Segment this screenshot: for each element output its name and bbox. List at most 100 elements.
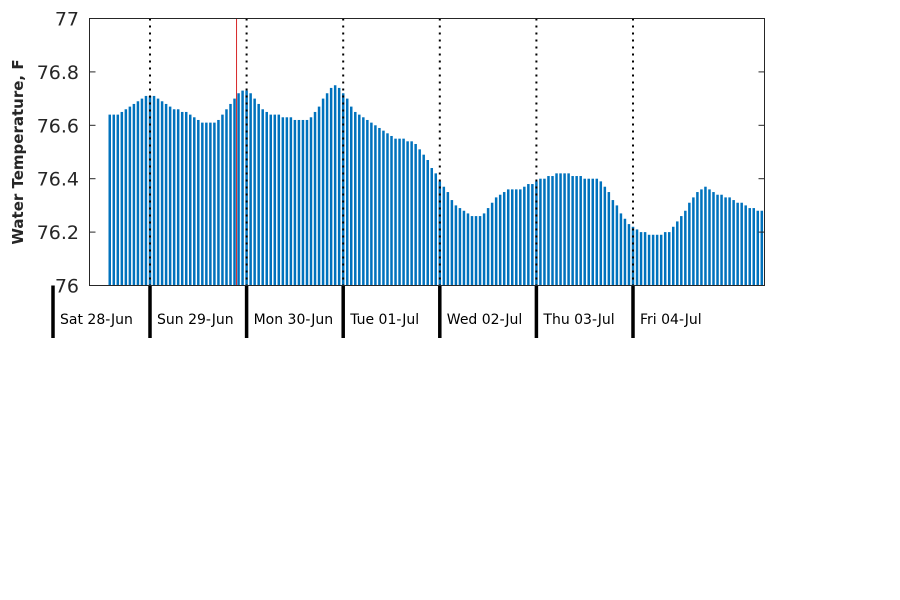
bar xyxy=(197,119,200,286)
bar xyxy=(760,210,764,286)
bar xyxy=(370,122,373,286)
bar xyxy=(619,213,623,286)
bar xyxy=(720,194,723,286)
bar xyxy=(116,114,120,286)
bar xyxy=(160,101,164,286)
bar xyxy=(201,122,204,286)
bar xyxy=(341,93,345,286)
bar xyxy=(571,176,574,286)
bar xyxy=(740,202,743,286)
bar xyxy=(563,173,566,286)
bar xyxy=(523,186,526,286)
bar xyxy=(466,213,470,286)
bar xyxy=(595,178,599,286)
bar xyxy=(591,178,594,286)
bar xyxy=(728,197,731,286)
bar xyxy=(120,111,124,286)
bar xyxy=(386,133,389,286)
bar xyxy=(700,189,703,286)
bar xyxy=(692,197,695,286)
bar xyxy=(329,87,333,286)
bar xyxy=(362,117,365,286)
bar xyxy=(358,114,361,286)
day-label: Thu 03-Jul xyxy=(542,312,614,328)
bar xyxy=(446,192,450,286)
bar xyxy=(531,184,534,286)
bar xyxy=(374,125,377,286)
bar xyxy=(458,208,462,286)
bar xyxy=(229,103,232,286)
bar xyxy=(547,176,550,286)
bar xyxy=(309,117,313,286)
bar xyxy=(168,106,172,286)
bar xyxy=(289,117,293,286)
bar xyxy=(345,98,349,286)
bar xyxy=(366,119,369,286)
bar xyxy=(269,114,272,286)
bar xyxy=(394,138,397,286)
bar xyxy=(217,119,220,286)
bar xyxy=(631,226,635,286)
bar xyxy=(450,200,454,286)
bar xyxy=(615,205,619,286)
bar xyxy=(337,87,341,286)
bar xyxy=(527,184,530,286)
bar xyxy=(350,106,353,286)
bar xyxy=(494,197,498,286)
bar xyxy=(559,173,562,286)
bar xyxy=(498,194,502,286)
bar xyxy=(176,109,180,286)
bar xyxy=(647,234,651,286)
bar xyxy=(273,114,277,286)
bar xyxy=(325,93,329,286)
bar xyxy=(643,232,647,286)
y-tick-label: 77 xyxy=(55,9,79,31)
bar xyxy=(736,202,739,286)
bar xyxy=(354,111,357,286)
bar xyxy=(635,229,639,286)
bar xyxy=(599,181,603,286)
bar xyxy=(313,111,317,286)
bar xyxy=(257,103,260,286)
bar xyxy=(225,109,228,286)
day-label: Tue 01-Jul xyxy=(349,312,419,328)
bar xyxy=(680,216,683,286)
day-label: Sat 28-Jun xyxy=(60,312,133,328)
bar xyxy=(539,178,542,286)
bar xyxy=(752,208,755,286)
bar xyxy=(724,197,727,286)
bar xyxy=(402,138,405,286)
bar xyxy=(422,154,425,286)
bar xyxy=(506,189,510,286)
bar xyxy=(515,189,518,286)
day-label: Sun 29-Jun xyxy=(157,312,234,328)
bar xyxy=(519,189,522,286)
bar xyxy=(639,232,643,286)
bar xyxy=(659,234,663,286)
bar xyxy=(454,205,458,286)
bar xyxy=(708,189,711,286)
bar xyxy=(253,98,256,286)
bar xyxy=(305,119,309,286)
bar xyxy=(265,111,268,286)
bar xyxy=(551,176,554,286)
bar xyxy=(108,114,111,286)
bar xyxy=(712,192,715,286)
bar xyxy=(748,208,751,286)
bar xyxy=(478,216,482,286)
bar xyxy=(164,103,168,286)
bar xyxy=(688,202,691,286)
day-label: Fri 04-Jul xyxy=(640,312,702,328)
bar xyxy=(249,93,252,286)
day-label: Wed 02-Jul xyxy=(447,312,523,328)
bar xyxy=(607,192,611,286)
bar xyxy=(237,93,240,286)
bar xyxy=(285,117,289,286)
bar xyxy=(112,114,116,286)
bar xyxy=(611,200,615,286)
y-axis-ticks: 76 76.2 76.4 76.6 76.8 77 xyxy=(37,9,765,298)
bar xyxy=(442,186,446,286)
bar xyxy=(233,98,236,286)
bar-series xyxy=(108,85,764,286)
